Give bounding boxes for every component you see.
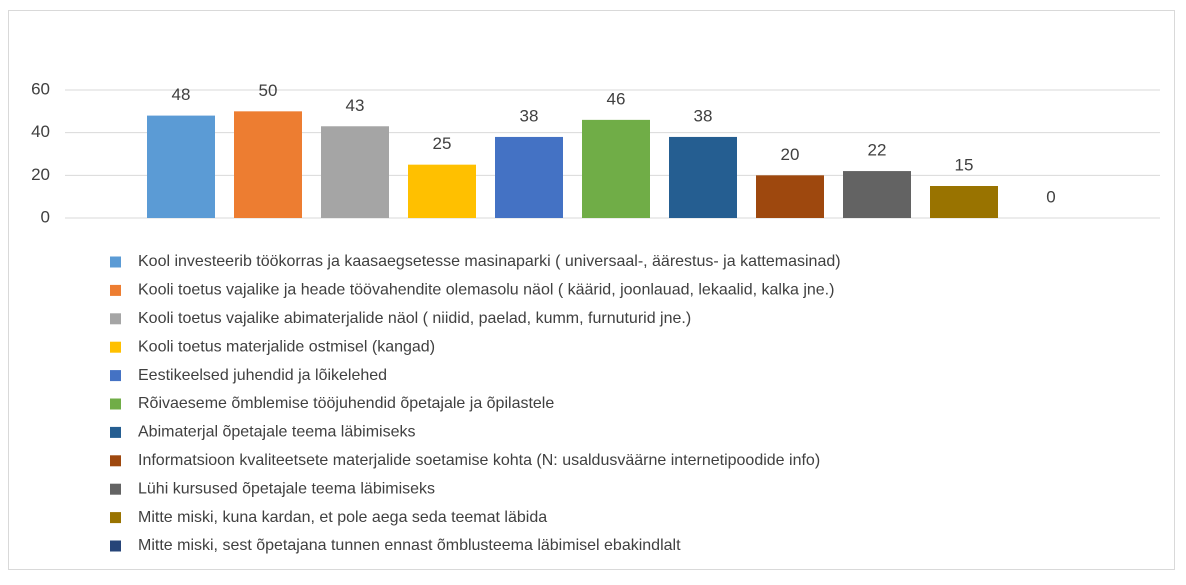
legend-text: Eestikeelsed juhendid ja lõikelehed	[138, 367, 387, 384]
bar	[495, 136, 563, 218]
data-label: 25	[433, 134, 452, 153]
legend-text: Kooli toetus materjalide ostmisel (kanga…	[138, 338, 435, 355]
bar	[669, 136, 737, 218]
y-tick-label: 40	[31, 122, 50, 141]
legend-swatch	[110, 398, 121, 410]
y-tick-label: 0	[41, 207, 50, 226]
legend-text: Abimaterjal õpetajale teema läbimiseks	[138, 424, 415, 441]
legend-text: Kooli toetus vajalike abimaterjalide näo…	[138, 310, 691, 327]
data-label: 20	[781, 145, 800, 164]
data-label: 22	[868, 141, 887, 160]
bar	[408, 164, 476, 218]
legend-text: Rõivaeseme õmblemise tööjuhendid õpetaja…	[138, 395, 554, 412]
legend-text: Lühi kursused õpetajale teema läbimiseks	[138, 480, 435, 497]
legend-swatch	[110, 426, 121, 438]
legend-swatch	[110, 512, 121, 524]
legend-swatch	[110, 370, 121, 382]
legend-swatch	[110, 256, 121, 268]
bar	[930, 186, 998, 218]
legend-swatch	[110, 284, 121, 296]
legend-text: Mitte miski, sest õpetajana tunnen ennas…	[138, 537, 681, 554]
y-tick-label: 60	[31, 79, 50, 98]
data-label: 43	[346, 96, 365, 115]
bar	[321, 126, 389, 218]
data-label: 0	[1046, 187, 1055, 206]
legend-text: Kooli toetus vajalike ja heade töövahend…	[138, 282, 834, 299]
data-label: 38	[694, 106, 713, 125]
legend-text: Kool investeerib töökorras ja kaasaegset…	[138, 253, 841, 270]
data-label: 46	[607, 89, 626, 108]
legend-text: Mitte miski, kuna kardan, et pole aega s…	[138, 509, 547, 526]
legend-swatch	[110, 483, 121, 495]
bar	[234, 111, 302, 218]
chart-border	[8, 10, 1175, 570]
y-tick-label: 20	[31, 165, 50, 184]
data-label: 48	[172, 85, 191, 104]
legend-text: Informatsioon kvaliteetsete materjalide …	[138, 452, 820, 469]
data-label: 15	[955, 155, 974, 174]
bar	[147, 115, 215, 218]
legend-swatch	[110, 341, 121, 353]
legend-swatch	[110, 313, 121, 325]
bar	[843, 171, 911, 218]
bar	[756, 175, 824, 218]
data-label: 38	[520, 106, 539, 125]
legend-swatch	[110, 455, 121, 467]
legend-swatch	[110, 540, 121, 552]
data-label: 50	[259, 81, 278, 100]
bar	[582, 119, 650, 218]
